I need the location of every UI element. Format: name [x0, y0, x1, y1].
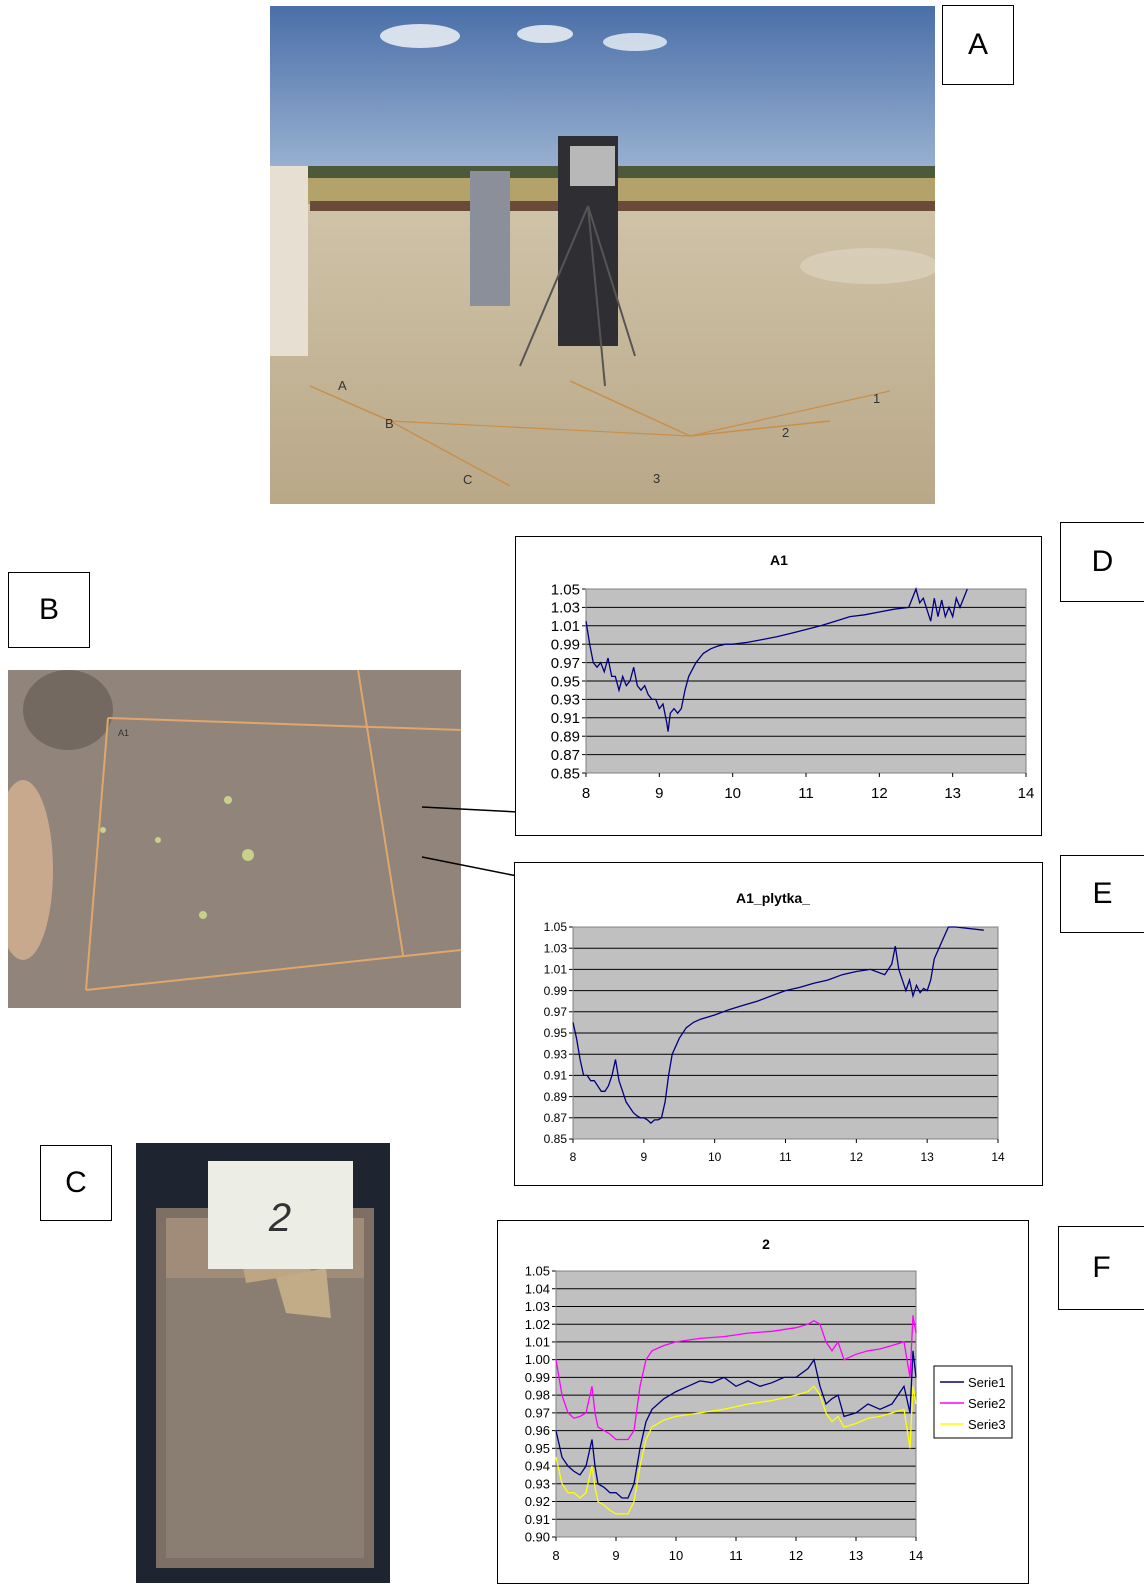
- legend: [933, 1365, 1013, 1439]
- y-tick-label: 0.85: [551, 765, 580, 782]
- y-tick-label: 0.91: [544, 1069, 568, 1083]
- legend-label: Serie3: [968, 1417, 1006, 1432]
- x-tick-label: 14: [909, 1548, 923, 1563]
- series-line-serie1: [555, 1350, 917, 1499]
- y-tick-label: 1.04: [525, 1281, 550, 1296]
- y-tick-label: 1.00: [525, 1352, 550, 1367]
- y-tick-label: 0.97: [525, 1405, 550, 1420]
- x-tick-label: 11: [779, 1150, 792, 1164]
- y-tick-label: 1.02: [525, 1317, 550, 1332]
- sample-card-number: 2: [268, 1196, 291, 1240]
- x-tick-label: 11: [798, 785, 814, 802]
- y-tick-label: 0.99: [544, 984, 568, 998]
- grid-label-1: 1: [873, 391, 880, 406]
- sample-photo-image: 2: [136, 1143, 390, 1583]
- chart-d-title: A1: [770, 552, 788, 568]
- y-tick-label: 0.87: [551, 747, 580, 764]
- y-tick-label: 1.01: [525, 1334, 550, 1349]
- panel-label-e: E: [1060, 855, 1144, 933]
- x-tick-label: 12: [871, 785, 888, 802]
- chart-f-frame: 1.05 1.04 1.03 1.02 1.01 1.00 0.99 0.98 0.97 0.96…: [497, 1220, 1029, 1584]
- grid-label-c: C: [463, 472, 472, 487]
- chart-f-title: 2: [762, 1236, 770, 1252]
- y-tick-label: 0.89: [544, 1090, 568, 1104]
- y-tick-label: 0.91: [551, 710, 580, 727]
- y-tick-label: 0.95: [525, 1441, 550, 1456]
- x-tick-label: 14: [991, 1150, 1005, 1164]
- y-tick-label: 1.05: [525, 1264, 550, 1279]
- chart-e: 1.05 1.03 1.01 0.99 0.97 0.95 0.93 0.91 0.89 0.87…: [544, 890, 1005, 1164]
- x-tick-label: 9: [612, 1548, 619, 1563]
- series-line-0: [572, 926, 984, 1124]
- panel-label-c: C: [40, 1145, 112, 1221]
- panel-label-a: A: [942, 5, 1014, 85]
- y-tick-label: 0.93: [544, 1047, 568, 1061]
- cell-photo: A1: [8, 670, 461, 1008]
- y-tick-label: 0.93: [551, 692, 580, 709]
- grid-label-2: 2: [782, 425, 789, 440]
- y-tick-label: 0.93: [525, 1476, 550, 1491]
- series-line-serie2: [555, 1315, 917, 1441]
- legend-label: Serie1: [968, 1375, 1006, 1390]
- y-tick-label: 0.91: [525, 1512, 550, 1527]
- y-tick-label: 0.99: [525, 1370, 550, 1385]
- y-tick-label: 0.97: [551, 655, 580, 672]
- y-tick-label: 0.95: [544, 1026, 568, 1040]
- y-tick-label: 1.03: [551, 600, 580, 617]
- y-tick-label: 0.87: [544, 1111, 568, 1125]
- x-tick-label: 10: [669, 1548, 683, 1563]
- grid-label-b: B: [385, 416, 394, 431]
- y-tick-label: 0.97: [544, 1005, 568, 1019]
- x-tick-label: 8: [582, 785, 590, 802]
- y-tick-label: 1.01: [544, 963, 568, 977]
- chart-e-frame: 1.05 1.03 1.01 0.99 0.97 0.95 0.93 0.91 0.89 0.87…: [514, 862, 1043, 1186]
- chart-f: 1.05 1.04 1.03 1.02 1.01 1.00 0.99 0.98 0.97 0.96…: [525, 1236, 1013, 1563]
- x-tick-label: 13: [849, 1548, 863, 1563]
- sample-photo: 2: [136, 1143, 390, 1583]
- series-line-0: [585, 586, 968, 732]
- y-tick-label: 0.95: [551, 673, 580, 690]
- panel-label-f: F: [1058, 1226, 1144, 1310]
- cell-photo-image: A1: [8, 670, 461, 1008]
- y-tick-label: 1.05: [544, 920, 568, 934]
- x-tick-label: 12: [789, 1548, 803, 1563]
- y-tick-label: 0.89: [551, 728, 580, 745]
- cell-label: A1: [118, 728, 129, 738]
- legend-label: Serie2: [968, 1396, 1006, 1411]
- grid-label-3: 3: [653, 471, 660, 486]
- y-tick-label: 1.03: [525, 1299, 550, 1314]
- series-line-serie3: [555, 1385, 917, 1515]
- y-tick-label: 1.01: [551, 618, 580, 635]
- x-tick-label: 12: [850, 1150, 864, 1164]
- chart-d-frame: 1.05 1.03 1.01 0.99 0.97 0.95 0.93 0.91 0.89 0.87…: [515, 536, 1042, 836]
- panel-label-b: B: [8, 572, 90, 648]
- y-tick-label: 0.96: [525, 1423, 550, 1438]
- x-tick-label: 14: [1018, 785, 1035, 802]
- x-tick-label: 11: [729, 1548, 743, 1563]
- y-tick-label: 0.85: [544, 1132, 568, 1146]
- x-tick-label: 8: [552, 1548, 559, 1563]
- y-tick-label: 0.92: [525, 1494, 550, 1509]
- x-tick-label: 13: [944, 785, 961, 802]
- y-tick-label: 0.94: [525, 1459, 550, 1474]
- field-photo: A B C 1 2 3: [270, 6, 935, 504]
- x-tick-label: 10: [708, 1150, 722, 1164]
- x-tick-label: 9: [640, 1150, 647, 1164]
- x-tick-label: 13: [920, 1150, 934, 1164]
- y-tick-label: 0.98: [525, 1388, 550, 1403]
- y-tick-label: 0.90: [525, 1530, 550, 1545]
- y-tick-label: 0.99: [551, 636, 580, 653]
- y-tick-label: 1.05: [551, 581, 580, 598]
- x-tick-label: 10: [724, 785, 741, 802]
- y-tick-label: 1.03: [544, 941, 568, 955]
- grid-label-a: A: [338, 378, 347, 393]
- x-tick-label: 8: [570, 1150, 577, 1164]
- x-tick-label: 9: [655, 785, 663, 802]
- chart-e-title: A1_plytka_: [736, 890, 810, 906]
- chart-d: 1.05 1.031.010.99 0.970.95 0.930.910.89 0.87…: [551, 552, 1035, 802]
- panel-label-d: D: [1060, 522, 1144, 602]
- plot-area: [556, 1271, 916, 1537]
- field-photo-image: A B C 1 2 3: [270, 6, 935, 504]
